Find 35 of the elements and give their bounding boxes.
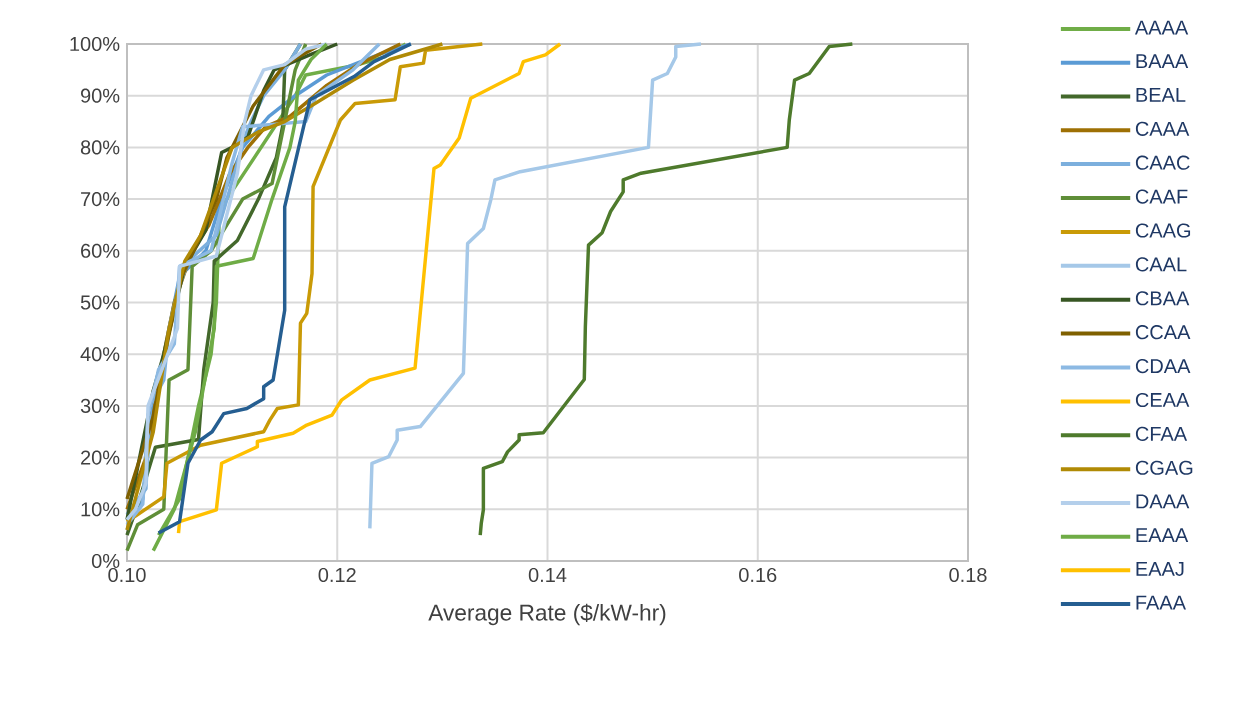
y-tick-label: 90% [80,88,120,103]
legend-label: CDAA [1135,359,1191,374]
legend-label: EAAJ [1136,561,1184,576]
y-tick-label: 70% [81,192,120,207]
legend-label: CAAF [1135,189,1188,204]
y-tick-label: 60% [81,243,120,258]
legend-label: AAAA [1134,20,1189,35]
x-tick-label: 0.10 [108,567,146,583]
x-axis-title: Average Rate ($/kW-hr) [428,603,666,626]
y-tick-label: 20% [81,450,120,465]
legend-label: CAAA [1135,121,1190,136]
legend-label: CFAA [1135,426,1188,441]
legend-label: CEAA [1135,392,1190,408]
legend-label: CAAL [1135,257,1187,272]
x-tick-label: 0.16 [739,567,777,583]
y-tick-label: 40% [80,347,120,362]
legend-label: BAAA [1136,54,1189,69]
legend-label: FAAA [1136,595,1186,610]
x-tick-label: 0.12 [318,567,356,583]
legend-label: EAAA [1136,528,1189,543]
legend-label: BEAL [1136,88,1186,102]
legend-label: CBAA [1135,291,1190,306]
legend-label: CAAG [1135,223,1191,238]
y-tick-label: 50% [80,295,120,310]
y-tick-label: 30% [80,398,120,413]
legend-label: DAAA [1136,494,1190,509]
y-tick-label: 100% [70,36,120,52]
y-tick-label: 80% [80,140,120,155]
x-tick-label: 0.18 [949,567,987,583]
y-tick-label: 0% [91,553,120,569]
legend-label: CAAC [1135,155,1190,170]
y-tick-label: 10% [81,502,120,517]
legend-label: CGAG [1135,460,1193,475]
x-tick-label: 0.14 [528,567,567,583]
legend-label: CCAA [1135,325,1191,340]
